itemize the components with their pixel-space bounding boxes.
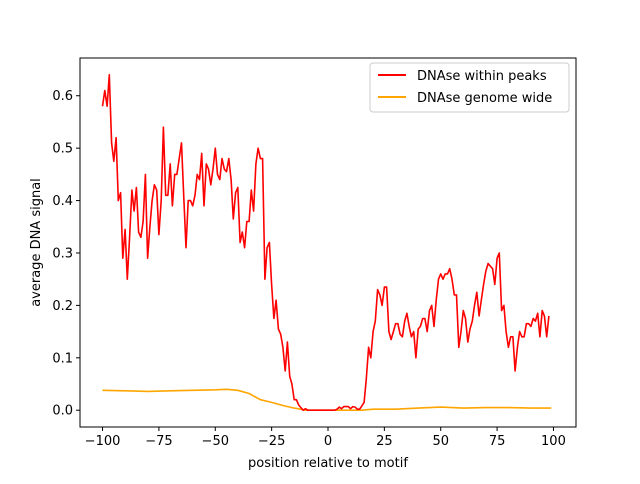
x-axis-label: position relative to motif: [248, 456, 408, 471]
x-tick-label: −25: [258, 434, 285, 449]
legend-box: [369, 62, 570, 113]
series-layer: [101, 74, 552, 412]
y-axis: 0.0 0.1 0.2 0.3 0.4 0.5 0.6: [52, 89, 80, 419]
series-line-dnase-within-peaks: [101, 74, 550, 412]
x-axis: −100 −75 −50 −25 0 25 50 75 100: [85, 427, 566, 449]
x-tick-label: 0: [324, 434, 332, 449]
y-tick-label: 0.1: [52, 351, 73, 366]
x-tick-label: 100: [541, 434, 566, 449]
y-axis-label: average DNA signal: [29, 178, 44, 307]
x-tick-label: 75: [489, 434, 506, 449]
series-line-dnase-genome-wide: [102, 388, 552, 412]
y-tick-label: 0.4: [52, 194, 73, 209]
y-tick-label: 0.3: [52, 246, 73, 261]
x-tick-label: −75: [145, 434, 172, 449]
legend-label-dnase-genome-wide: DNAse genome wide: [417, 91, 552, 106]
y-tick-label: 0.2: [52, 299, 73, 314]
x-tick-label: 50: [432, 434, 449, 449]
y-tick-label: 0.0: [52, 404, 73, 419]
legend: DNAse within peaks DNAse genome wide: [369, 62, 570, 113]
legend-label-dnase-within-peaks: DNAse within peaks: [417, 69, 547, 84]
y-tick-label: 0.6: [52, 89, 73, 104]
x-tick-label: 25: [376, 434, 393, 449]
x-tick-label: −50: [202, 434, 229, 449]
y-tick-label: 0.5: [52, 142, 73, 157]
x-tick-label: −100: [85, 434, 121, 449]
